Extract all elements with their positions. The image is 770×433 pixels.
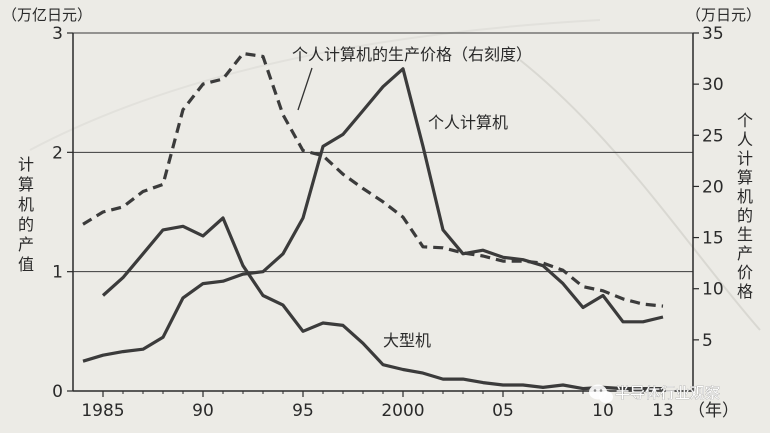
right-tick-label: 5 <box>702 331 713 351</box>
left-axis-unit: （万亿日元） <box>2 6 92 24</box>
watermark: 半导体行业观察 <box>589 384 720 403</box>
right-tick-label: 20 <box>702 177 724 197</box>
x-tick-label: 90 <box>192 401 214 421</box>
left-tick-label: 2 <box>52 143 63 163</box>
watermark-text: 半导体行业观察 <box>615 384 720 402</box>
right-tick-label: 30 <box>702 75 724 95</box>
left-axis-title: 计算机的产值 <box>18 155 34 274</box>
right-tick-label: 10 <box>702 280 724 300</box>
series-line <box>82 51 664 308</box>
annotation-price: 个人计算机的生产价格（右刻度） <box>292 45 532 64</box>
x-tick-label: 13 <box>652 401 674 421</box>
axis-titles: 计算机的产值 个人计算机的生产价格 <box>18 111 753 301</box>
gridlines <box>73 32 693 273</box>
right-tick-label: 35 <box>702 24 724 44</box>
x-tick-label: 95 <box>292 401 314 421</box>
right-tick-label: 15 <box>702 229 724 249</box>
left-tick-label: 1 <box>52 263 63 283</box>
left-tick-label: 0 <box>52 382 63 402</box>
x-axis-unit: （年） <box>688 401 739 421</box>
scan-streak <box>519 59 761 331</box>
x-tick-label: 1985 <box>81 401 124 421</box>
scan-streak <box>29 19 601 151</box>
annotation-mainframe: 大型机 <box>383 331 431 350</box>
series-lines <box>82 51 664 391</box>
left-tick-label: 3 <box>52 24 63 44</box>
series-line <box>101 216 663 391</box>
annotation-pc: 个人计算机 <box>428 113 508 132</box>
x-tick-label: 05 <box>492 401 514 421</box>
x-tick-label: 10 <box>592 401 614 421</box>
right-axis-title: 个人计算机的生产价格 <box>737 111 753 301</box>
right-axis-unit: （万日元） <box>686 6 761 24</box>
series-line <box>82 67 664 363</box>
annotation-price-leader <box>297 67 313 111</box>
wechat-icon <box>589 384 613 403</box>
x-tick-label: 2000 <box>381 401 424 421</box>
right-tick-label: 25 <box>702 126 724 146</box>
